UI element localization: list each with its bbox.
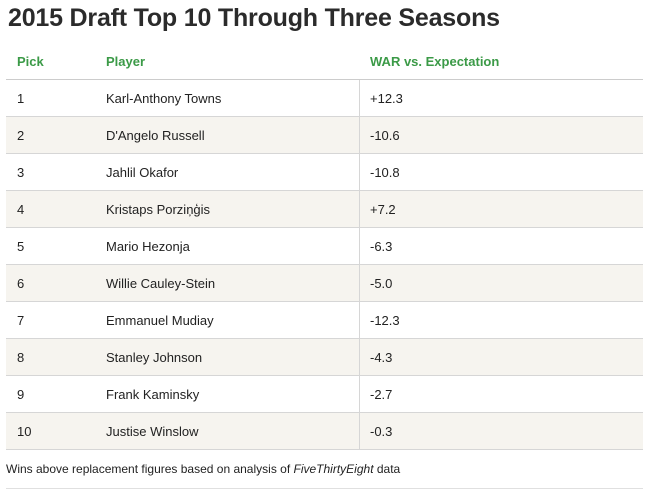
player-cell: Emmanuel Mudiay [106, 313, 214, 328]
column-divider [359, 413, 360, 449]
table-row: 10 Justise Winslow -0.3 [6, 413, 643, 450]
war-cell: -12.3 [370, 313, 400, 328]
column-divider [359, 154, 360, 190]
footnote-source: FiveThirtyEight [293, 462, 374, 476]
player-cell: Justise Winslow [106, 424, 199, 439]
table-row: 3 Jahlil Okafor -10.8 [6, 154, 643, 191]
footnote-suffix: data [373, 462, 401, 476]
war-cell: -2.7 [370, 387, 393, 402]
table-header: Pick Player WAR vs. Expectation [6, 44, 643, 80]
table-row: 7 Emmanuel Mudiay -12.3 [6, 302, 643, 339]
player-cell: Jahlil Okafor [106, 165, 179, 180]
player-cell: Willie Cauley-Stein [106, 276, 216, 291]
column-divider [359, 191, 360, 227]
column-header-player: Player [106, 54, 146, 69]
table-row: 4 Kristaps Porziņģis +7.2 [6, 191, 643, 228]
player-cell: Frank Kaminsky [106, 387, 200, 402]
column-divider [359, 302, 360, 338]
war-cell: -5.0 [370, 276, 393, 291]
pick-cell: 4 [17, 202, 25, 217]
player-cell: Kristaps Porziņģis [106, 202, 211, 217]
war-cell: -6.3 [370, 239, 393, 254]
table-row: 8 Stanley Johnson -4.3 [6, 339, 643, 376]
war-cell: -10.6 [370, 128, 400, 143]
table-row: 1 Karl-Anthony Towns +12.3 [6, 80, 643, 117]
page-title: 2015 Draft Top 10 Through Three Seasons [8, 4, 500, 32]
source-footnote: Wins above replacement figures based on … [6, 462, 400, 476]
column-divider [359, 80, 360, 116]
pick-cell: 9 [17, 387, 25, 402]
pick-cell: 6 [17, 276, 25, 291]
table-row: 2 D'Angelo Russell -10.6 [6, 117, 643, 154]
column-header-pick: Pick [17, 54, 44, 69]
column-header-war: WAR vs. Expectation [370, 54, 500, 69]
column-divider [359, 117, 360, 153]
war-cell: -10.8 [370, 165, 400, 180]
player-cell: D'Angelo Russell [106, 128, 205, 143]
pick-cell: 8 [17, 350, 25, 365]
player-cell: Karl-Anthony Towns [106, 91, 222, 106]
footnote-prefix: Wins above replacement figures based on … [6, 462, 294, 476]
pick-cell: 10 [17, 424, 32, 439]
pick-cell: 1 [17, 91, 25, 106]
war-cell: +7.2 [370, 202, 396, 217]
column-divider [359, 265, 360, 301]
draft-table: Pick Player WAR vs. Expectation 1 Karl-A… [6, 44, 643, 450]
table-row: 6 Willie Cauley-Stein -5.0 [6, 265, 643, 302]
table-row: 5 Mario Hezonja -6.3 [6, 228, 643, 265]
war-cell: +12.3 [370, 91, 403, 106]
column-divider [359, 376, 360, 412]
war-cell: -4.3 [370, 350, 393, 365]
pick-cell: 3 [17, 165, 25, 180]
pick-cell: 2 [17, 128, 25, 143]
player-cell: Stanley Johnson [106, 350, 203, 365]
war-cell: -0.3 [370, 424, 393, 439]
player-cell: Mario Hezonja [106, 239, 190, 254]
table-row: 9 Frank Kaminsky -2.7 [6, 376, 643, 413]
pick-cell: 7 [17, 313, 25, 328]
column-divider [359, 339, 360, 375]
column-divider [359, 228, 360, 264]
pick-cell: 5 [17, 239, 25, 254]
bottom-divider [6, 488, 643, 489]
